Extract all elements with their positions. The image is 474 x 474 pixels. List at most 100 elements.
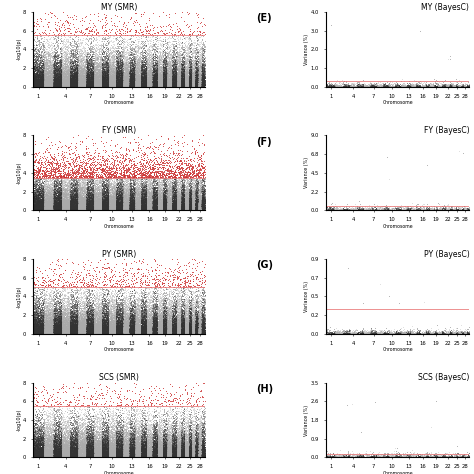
Point (79, 315, 86, 322)
Point (78, 314, 86, 322)
Point (129, 75, 137, 82)
Point (52, 197, 59, 205)
Point (196, 443, 203, 450)
Point (134, 320, 142, 328)
Point (460, 451, 467, 458)
Point (46, 309, 54, 317)
Point (195, 454, 202, 461)
Point (392, 328, 400, 335)
Point (120, 324, 128, 331)
Point (161, 454, 169, 461)
Point (41, 58, 48, 65)
Point (191, 438, 198, 446)
Point (161, 79, 168, 86)
Point (79, 327, 87, 334)
Point (121, 68, 129, 76)
Point (133, 204, 140, 212)
Point (166, 316, 174, 323)
Point (192, 452, 200, 459)
Point (78, 36, 86, 44)
Point (159, 202, 166, 210)
Point (417, 453, 424, 460)
Point (72, 328, 80, 336)
Point (166, 180, 174, 188)
Point (126, 198, 134, 206)
Point (188, 451, 196, 459)
Point (101, 78, 109, 86)
Point (462, 81, 470, 88)
Point (99, 329, 107, 337)
Point (94, 78, 102, 86)
Point (103, 163, 111, 170)
Point (170, 44, 178, 52)
Point (89, 451, 96, 459)
Point (35, 82, 43, 90)
Point (111, 442, 118, 450)
Point (34, 326, 41, 334)
Point (100, 451, 107, 458)
Point (60, 291, 68, 298)
Point (166, 206, 173, 214)
Point (160, 206, 167, 214)
Point (185, 316, 192, 323)
Point (155, 322, 163, 330)
Point (79, 438, 86, 445)
Point (159, 321, 167, 329)
Point (143, 443, 151, 450)
Point (150, 325, 157, 332)
Point (73, 430, 80, 438)
Point (122, 301, 130, 309)
Point (158, 328, 166, 336)
Point (79, 442, 86, 450)
Point (66, 206, 73, 213)
Point (428, 206, 436, 213)
Point (137, 432, 144, 439)
Point (82, 82, 89, 90)
Point (45, 432, 53, 439)
Point (70, 193, 78, 201)
Point (161, 192, 169, 200)
Point (83, 323, 91, 330)
Point (58, 37, 65, 45)
Point (96, 73, 103, 81)
Point (67, 450, 75, 457)
Point (102, 198, 109, 206)
Point (133, 327, 141, 335)
Point (145, 430, 153, 438)
Point (174, 206, 182, 213)
Point (176, 326, 184, 334)
Point (403, 454, 411, 461)
Point (157, 204, 164, 212)
Point (193, 322, 201, 329)
Point (99, 326, 107, 334)
Point (191, 447, 198, 454)
Point (59, 67, 66, 75)
Point (174, 264, 182, 272)
Point (34, 324, 41, 331)
Point (170, 452, 178, 459)
Point (42, 78, 50, 86)
Point (66, 327, 73, 335)
Point (426, 451, 433, 459)
Point (185, 70, 193, 78)
Point (90, 328, 97, 336)
Point (180, 443, 188, 451)
Point (47, 450, 55, 457)
Point (92, 81, 100, 88)
Point (346, 454, 354, 461)
Point (31, 328, 39, 336)
Point (156, 199, 164, 207)
Point (195, 446, 202, 454)
Point (95, 329, 103, 337)
Point (63, 325, 71, 333)
Point (71, 58, 79, 65)
Point (67, 198, 75, 206)
Point (91, 316, 98, 323)
Point (183, 452, 191, 460)
Point (100, 201, 107, 208)
Point (173, 304, 181, 311)
Point (82, 159, 89, 167)
Point (61, 444, 69, 451)
Point (62, 82, 69, 90)
Point (43, 58, 51, 65)
